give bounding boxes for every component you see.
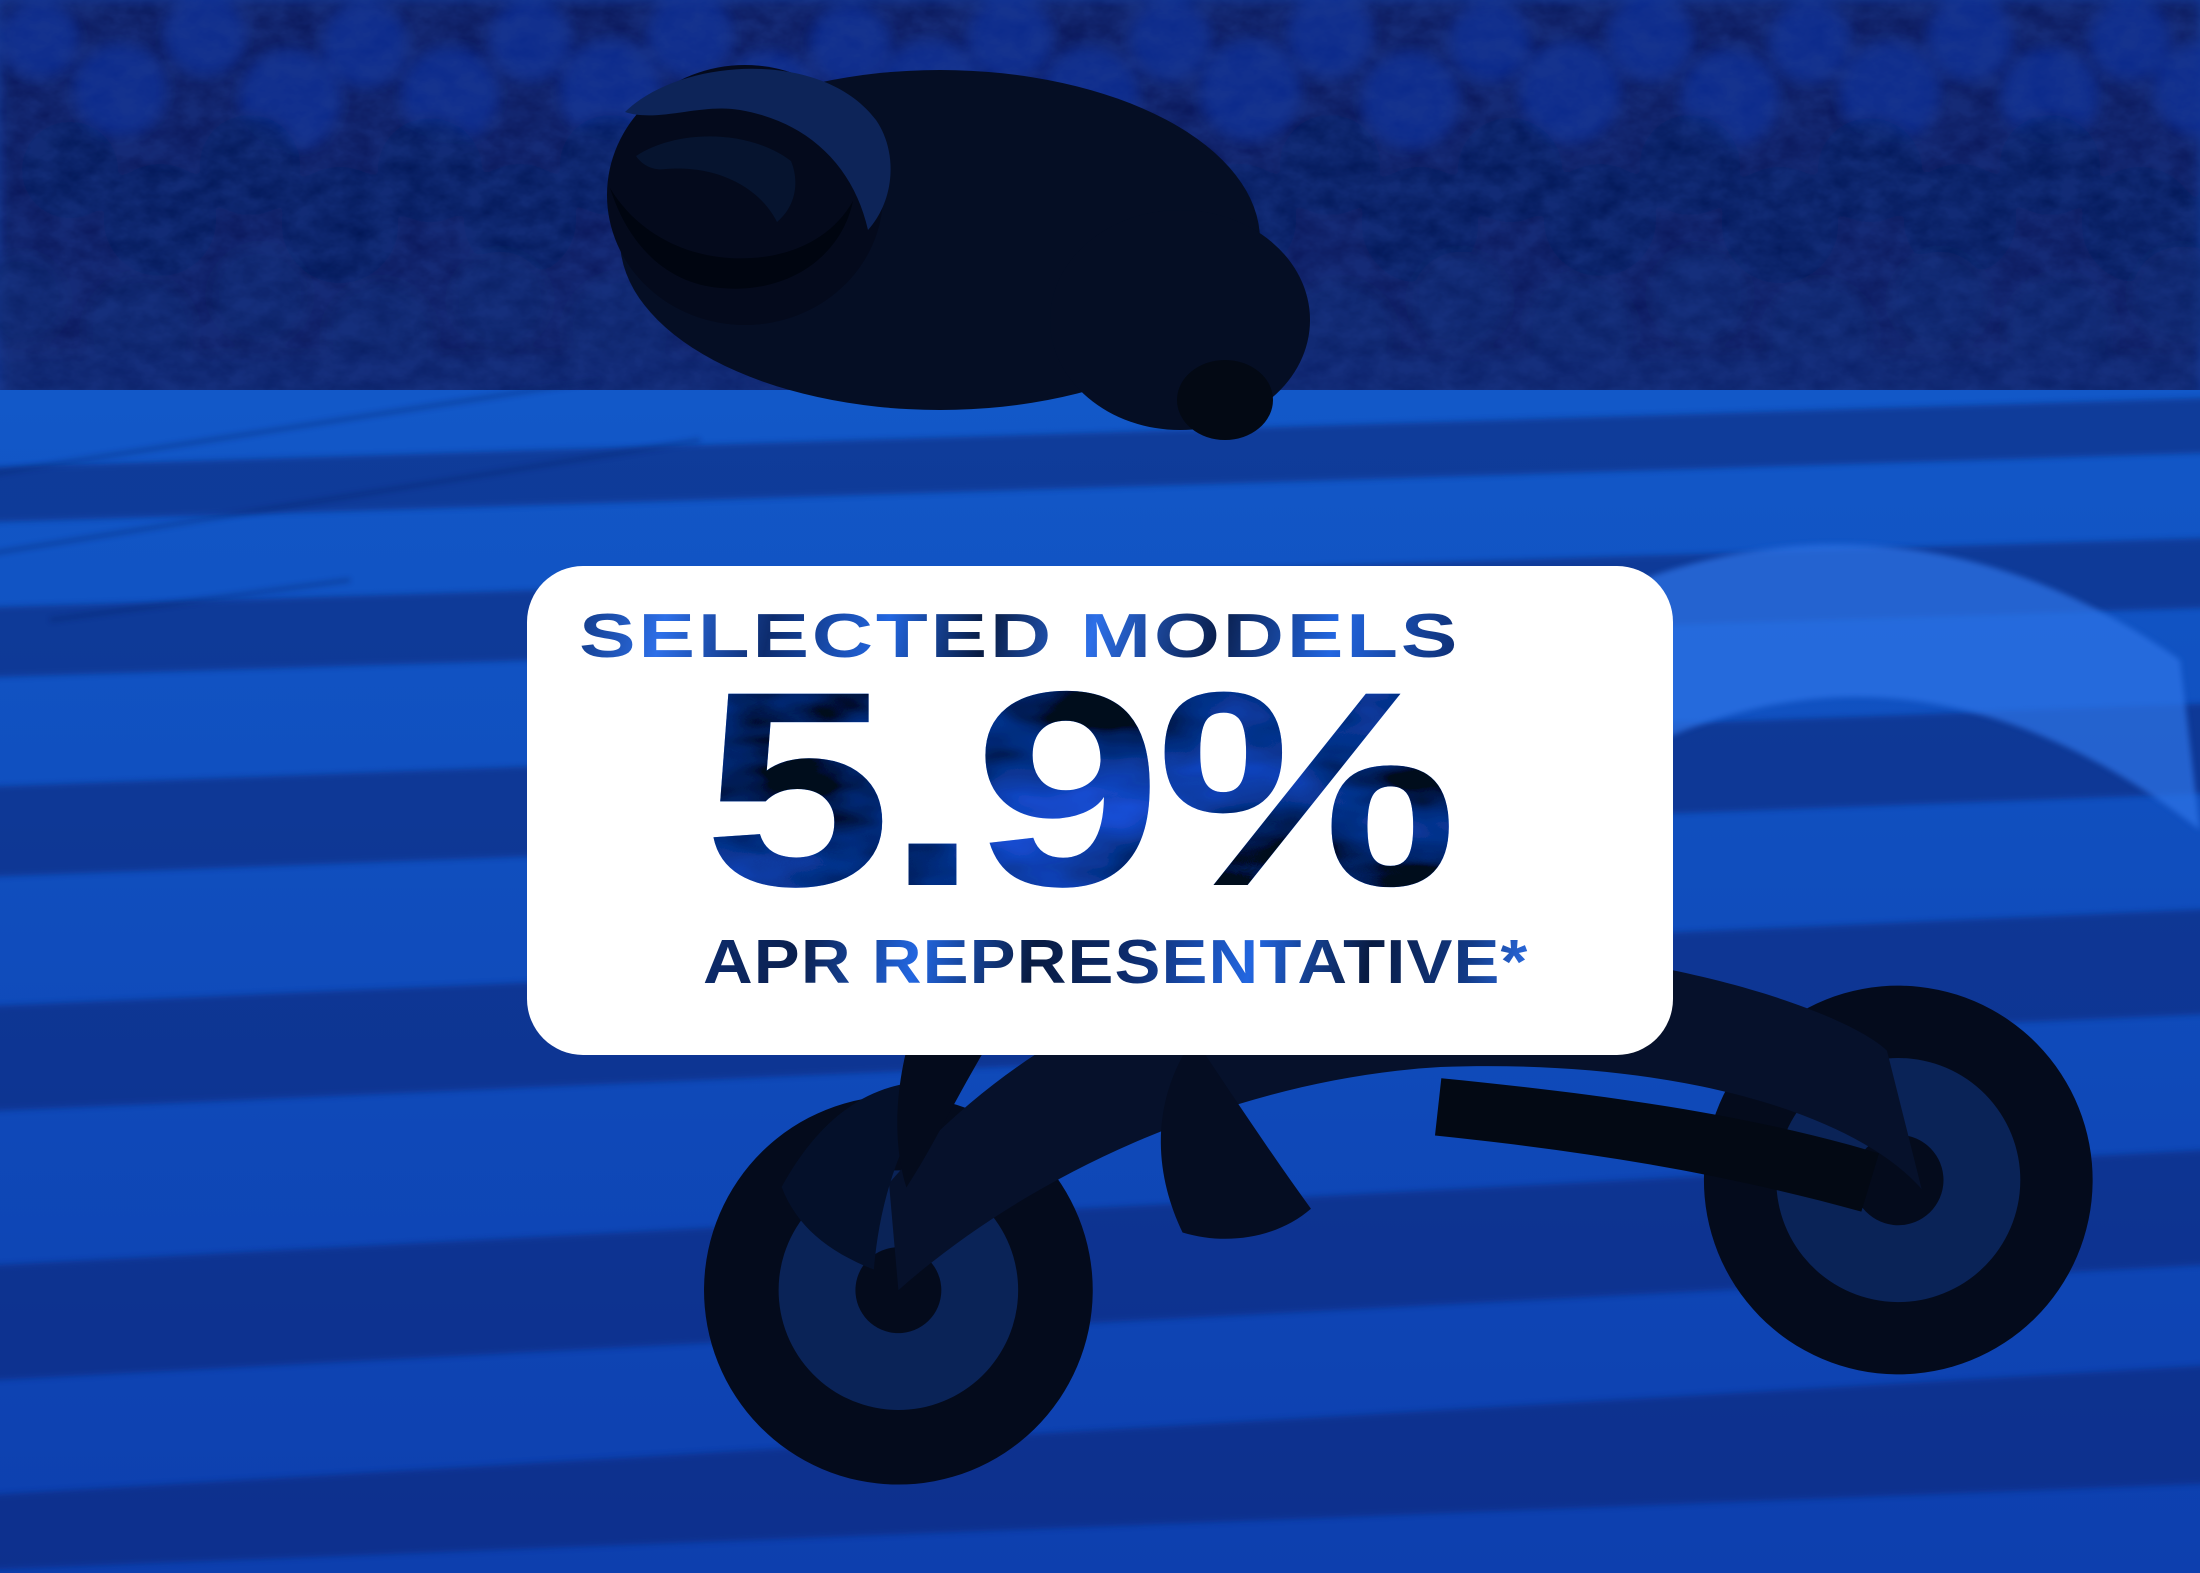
svg-text:5.9%: 5.9% [703,660,1453,910]
